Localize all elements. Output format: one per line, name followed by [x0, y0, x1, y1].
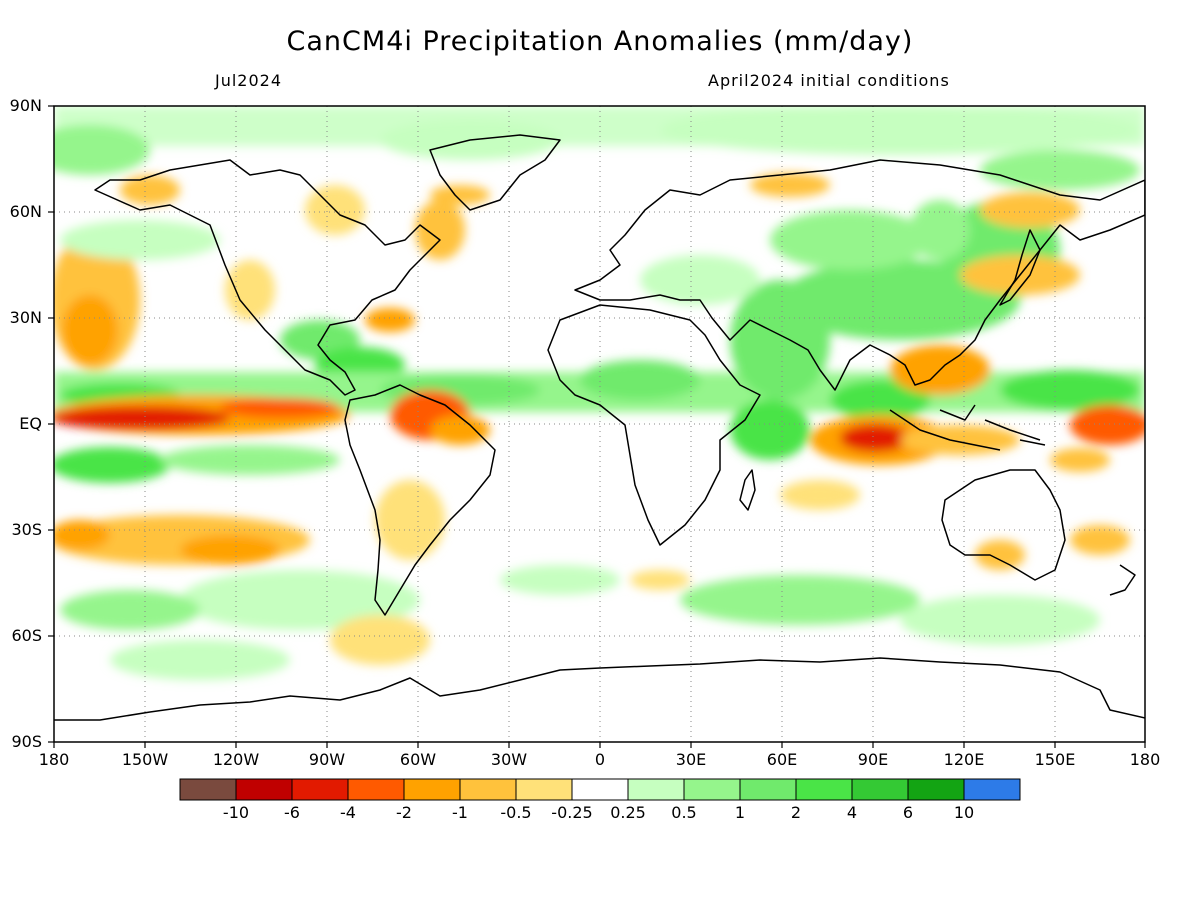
colorbar-swatch: [459, 778, 517, 801]
coast-japan: [999, 229, 1041, 306]
axis-ticks: [48, 105, 1146, 748]
colorbar: [179, 778, 1021, 801]
coast-madagascar: [739, 469, 756, 511]
colorbar-swatch: [739, 778, 797, 801]
initial-conditions-label: April2024 initial conditions: [708, 71, 950, 90]
coast-antarctica: [54, 657, 1145, 721]
lon-label-60e: 60E: [766, 750, 798, 769]
forecast-month-label: Jul2024: [215, 71, 283, 90]
colorbar-swatch: [347, 778, 405, 801]
coast-africa: [547, 304, 761, 546]
lat-label-30n: 30N: [9, 308, 42, 327]
coast-south-america: [344, 384, 496, 616]
colorbar-swatch: [235, 778, 293, 801]
colorbar-label: 0.25: [610, 803, 646, 822]
colorbar-swatch: [963, 778, 1021, 801]
colorbar-label: -6: [284, 803, 300, 822]
graticule: [54, 106, 1145, 742]
colorbar-label: 1: [734, 803, 746, 822]
colorbar-label: -0.25: [551, 803, 593, 822]
lon-label-120e: 120E: [943, 750, 985, 769]
lon-label-0: 0: [594, 750, 606, 769]
colorbar-swatch: [515, 778, 573, 801]
colorbar-label: 6: [902, 803, 914, 822]
coast-australia: [941, 469, 1066, 581]
lat-label-90s: 90S: [11, 732, 42, 751]
coast-new-zealand: [1109, 564, 1136, 596]
lon-label-90w: 90W: [308, 750, 346, 769]
colorbar-label: 2: [790, 803, 802, 822]
colorbar-label: -2: [396, 803, 412, 822]
lon-label-150w: 150W: [121, 750, 169, 769]
lon-label-90e: 90E: [857, 750, 889, 769]
lon-label-150e: 150E: [1034, 750, 1076, 769]
colorbar-swatch: [403, 778, 461, 801]
lon-label-120w: 120W: [212, 750, 260, 769]
coast-eurasia: [574, 159, 1145, 391]
lon-label-30e: 30E: [675, 750, 707, 769]
lon-label-60w: 60W: [399, 750, 437, 769]
anomaly-field: [54, 106, 1145, 680]
lat-label-eq: EQ: [19, 414, 42, 433]
colorbar-label: 0.5: [671, 803, 697, 822]
colorbar-label: -0.5: [500, 803, 532, 822]
colorbar-swatch: [683, 778, 741, 801]
colorbar-label: 10: [953, 803, 975, 822]
coast-north-america: [94, 159, 441, 396]
colorbar-swatch: [851, 778, 909, 801]
colorbar-swatch: [179, 778, 237, 801]
lon-label-30w: 30W: [490, 750, 528, 769]
coast-greenland: [429, 134, 561, 211]
lat-label-90n: 90N: [9, 96, 42, 115]
colorbar-label: -4: [340, 803, 356, 822]
lat-label-30s: 30S: [11, 520, 42, 539]
colorbar-swatch: [627, 778, 685, 801]
coast-indonesia: [889, 404, 1046, 451]
lon-label-180e: 180: [1129, 750, 1161, 769]
colorbar-label: -10: [222, 803, 250, 822]
colorbar-swatch: [907, 778, 965, 801]
colorbar-swatch: [571, 778, 629, 801]
coastlines: [54, 134, 1145, 721]
colorbar-swatch: [291, 778, 349, 801]
colorbar-label: 4: [846, 803, 858, 822]
lat-label-60n: 60N: [9, 202, 42, 221]
page-title: CanCM4i Precipitation Anomalies (mm/day): [286, 26, 914, 57]
lat-label-60s: 60S: [11, 626, 42, 645]
lon-label-180w: 180: [38, 750, 70, 769]
colorbar-label: -1: [452, 803, 468, 822]
colorbar-swatch: [795, 778, 853, 801]
